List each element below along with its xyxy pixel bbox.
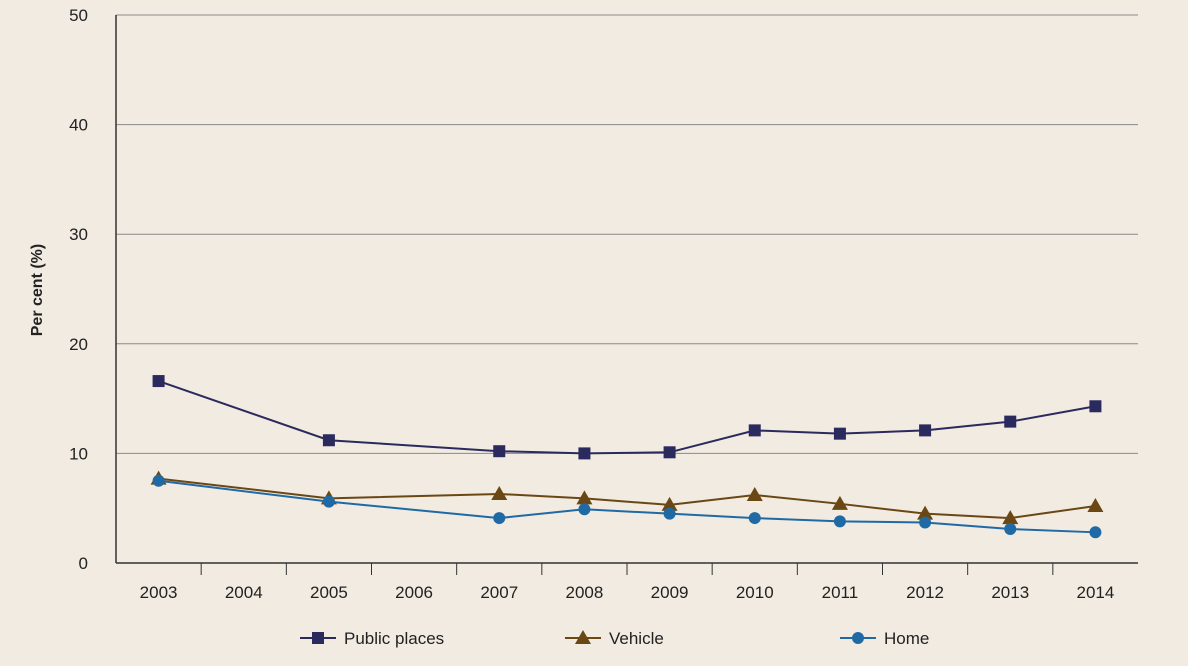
series-line-vehicle (158, 477, 1096, 520)
x-tick-label: 2003 (140, 583, 178, 602)
x-tick-label: 2011 (822, 583, 859, 602)
data-point-public-places (833, 427, 846, 440)
data-point-vehicle (576, 490, 593, 505)
data-point-vehicle (661, 496, 678, 511)
data-point-vehicle (491, 485, 508, 500)
data-point-public-places (748, 424, 761, 437)
x-tick-label: 2007 (480, 583, 518, 602)
legend-label: Vehicle (609, 629, 664, 648)
legend-item-vehicle: Vehicle (565, 629, 664, 648)
x-tick-label: 2004 (225, 583, 263, 602)
x-tick-label: 2013 (991, 583, 1029, 602)
data-point-public-places (578, 447, 591, 460)
x-tick-label: 2010 (736, 583, 774, 602)
data-point-public-places (1089, 400, 1102, 413)
series-public-places (152, 375, 1102, 460)
data-point-public-places (919, 424, 932, 437)
x-tick-label: 2008 (566, 583, 604, 602)
legend-item-public-places: Public places (300, 629, 444, 648)
gridlines (116, 14, 1138, 454)
data-point-vehicle (917, 505, 934, 520)
data-point-vehicle (831, 495, 848, 510)
data-point-public-places (663, 446, 676, 459)
data-point-home (1004, 523, 1017, 536)
y-tick-label: 20 (69, 335, 88, 354)
data-point-vehicle (1087, 498, 1104, 513)
series-group (150, 375, 1104, 539)
x-tick-label: 2014 (1077, 583, 1115, 602)
x-tick-label: 2009 (651, 583, 689, 602)
y-axis-ticks: 0 10 20 30 40 50 (69, 6, 88, 573)
y-tick-label: 30 (69, 225, 88, 244)
data-point-public-places (493, 445, 506, 458)
legend-marker (575, 630, 591, 644)
legend-label: Home (884, 629, 929, 648)
data-point-vehicle (746, 487, 763, 502)
legend-item-home: Home (840, 629, 929, 648)
data-point-home (663, 507, 676, 520)
x-axis-ticks: 2003 2004 2005 2006 2007 2008 2009 2010 2011 2012… (140, 563, 1115, 602)
data-point-home (748, 512, 761, 525)
y-tick-label: 50 (69, 6, 88, 25)
data-point-home (919, 516, 932, 529)
data-point-home (322, 495, 335, 508)
y-axis-title: Per cent (%) (29, 244, 46, 336)
data-point-public-places (152, 375, 165, 388)
axes (115, 15, 1138, 564)
legend-label: Public places (344, 629, 444, 648)
data-point-home (833, 515, 846, 528)
data-point-public-places (322, 434, 335, 447)
y-tick-label: 0 (79, 554, 88, 573)
series-home (152, 474, 1102, 539)
series-line-home (158, 479, 1096, 534)
legend-marker (312, 632, 324, 644)
y-tick-label: 40 (69, 116, 88, 135)
data-point-public-places (1004, 415, 1017, 428)
series-line-public-places (158, 380, 1096, 455)
data-point-vehicle (1002, 510, 1019, 525)
data-point-home (493, 512, 506, 525)
legend: Public places Vehicle Home (300, 629, 929, 648)
x-tick-label: 2005 (310, 583, 348, 602)
data-point-home (152, 474, 165, 487)
data-point-home (1089, 526, 1102, 539)
y-tick-label: 10 (69, 444, 88, 463)
legend-marker (852, 632, 864, 644)
data-point-home (578, 503, 591, 516)
x-tick-label: 2006 (395, 583, 433, 602)
x-tick-label: 2012 (906, 583, 944, 602)
